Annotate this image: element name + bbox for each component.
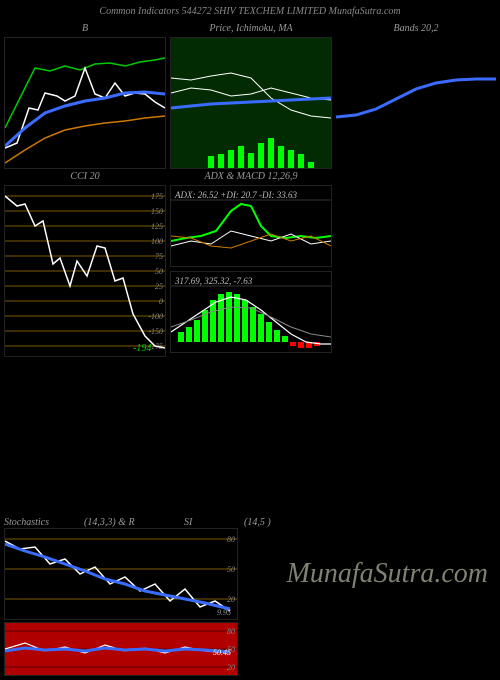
svg-text:-194: -194 [133,343,151,354]
panel-rsi: 80502050.45 [4,622,238,676]
panel-bands [336,37,496,167]
col-cci: CCI 20 1751501251007550250-100-150-175-1… [4,171,166,357]
svg-text:0: 0 [159,297,163,306]
stoch-title-row: Stochastics (14,3,3) & R SI (14,5 ) [4,517,496,528]
svg-text:150: 150 [151,207,163,216]
svg-text:50.45: 50.45 [213,648,231,657]
svg-text:317.69, 325.32, -7.63: 317.69, 325.32, -7.63 [174,276,253,286]
stoch-title-left: Stochastics [4,517,84,528]
col-bands: Bands 20,2 [336,23,496,169]
svg-text:50: 50 [155,267,163,276]
svg-text:50: 50 [227,565,235,574]
svg-text:80: 80 [227,627,235,636]
svg-text:25: 25 [155,282,163,291]
panel-cci: 1751501251007550250-100-150-175-194 [4,185,166,357]
col-adx-macd: ADX & MACD 12,26,9 ADX: 26.52 +DI: 20.7 … [170,171,332,357]
panel-adx: ADX: 26.52 +DI: 20.7 -DI: 33.63 [170,185,332,267]
panel-stoch: 80 50 20 9.95 [4,528,238,620]
col-b: B [4,23,166,169]
page-header: Common Indicators 544272 SHIV TEXCHEM LI… [0,0,500,23]
col-spacer [336,171,496,357]
stoch-title-right: (14,5 ) [244,517,271,528]
title-b: B [4,23,166,37]
svg-text:ADX: 26.52 +DI: 20.7 -DI: 33.: ADX: 26.52 +DI: 20.7 -DI: 33.63 [174,190,298,200]
svg-text:20: 20 [227,595,235,604]
title-adx: ADX & MACD 12,26,9 [170,171,332,185]
row-2: CCI 20 1751501251007550250-100-150-175-1… [0,171,500,357]
svg-text:20: 20 [227,663,235,672]
header-text: ommon Indicators 544272 SHIV TEXCHEM LIM… [106,6,401,17]
stoch-title-mid2: SI [184,517,244,528]
svg-text:80: 80 [227,535,235,544]
row-1: B Price, Ichimoku, MA Bands 20,2 [0,23,500,169]
stoch-title-mid: (14,3,3) & R [84,517,184,528]
col-price: Price, Ichimoku, MA [170,23,332,169]
row-3: Stochastics (14,3,3) & R SI (14,5 ) 80 50… [0,517,500,676]
panel-price [170,37,332,169]
svg-text:100: 100 [151,237,163,246]
svg-text:125: 125 [151,222,163,231]
svg-text:9.95: 9.95 [217,608,231,617]
svg-text:175: 175 [151,192,163,201]
panel-b [4,37,166,169]
title-bands: Bands 20,2 [336,23,496,37]
watermark: MunafaSutra.com [287,558,488,590]
svg-text:-100: -100 [148,312,163,321]
panel-macd: 317.69, 325.32, -7.63 [170,271,332,353]
title-cci: CCI 20 [4,171,166,185]
svg-text:75: 75 [155,252,163,261]
svg-text:-150: -150 [148,327,163,336]
title-price: Price, Ichimoku, MA [170,23,332,37]
